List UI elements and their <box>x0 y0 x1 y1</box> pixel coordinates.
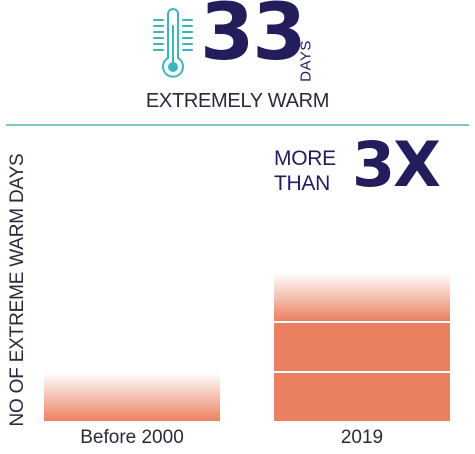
thermometer-icon <box>153 8 193 78</box>
bar-2019-block-1 <box>274 373 450 421</box>
divider <box>6 124 469 126</box>
annotation-prefix: MORE THAN <box>274 147 336 195</box>
header-caption: EXTREMELY WARM <box>145 90 330 112</box>
bar-2019-block-3 <box>274 273 450 321</box>
bar-2019-block-2 <box>274 323 450 371</box>
annotation-multiplier: 3X <box>352 128 441 201</box>
x-tick-label-before-2000: Before 2000 <box>80 427 184 448</box>
days-count: 33 <box>200 0 307 78</box>
bar-before-2000-block-1 <box>44 373 220 421</box>
x-tick-label-2019: 2019 <box>340 427 384 448</box>
